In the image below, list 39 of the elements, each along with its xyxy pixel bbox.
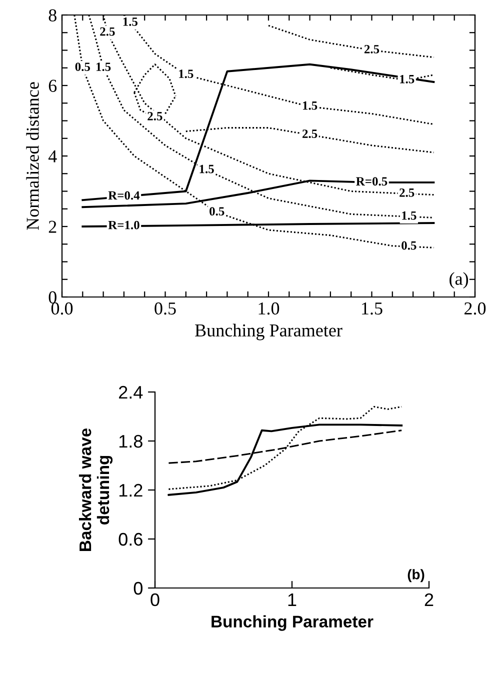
annotation: (a) (450, 272, 468, 289)
x-tick-label: 2 (424, 593, 434, 606)
annotation: 1.5 (400, 74, 414, 84)
x-tick-label: 1 (288, 594, 296, 606)
annotation: 0.5 (75, 62, 90, 72)
x-tick-label: 1.5 (362, 302, 382, 315)
y-axis-title: Backward wave detuning (78, 428, 113, 551)
annotation: 2.5 (302, 130, 318, 138)
x-tick-label: 0 (150, 593, 160, 606)
y-tick-label: 0.6 (118, 532, 142, 546)
annotation: 2.5 (100, 27, 115, 36)
annotation: 1.5 (96, 62, 111, 72)
annotation: 1.5 (123, 18, 138, 26)
y-tick-label: 1.8 (119, 434, 142, 448)
x-axis-title: Bunching Parameter (195, 324, 342, 340)
annotation: 2.5 (400, 188, 414, 197)
annotation: (b) (408, 569, 424, 582)
annotation: 1.5 (302, 101, 318, 110)
x-axis-title: Bunching Parameter (212, 615, 374, 631)
annotation: 1.5 (402, 211, 416, 220)
annotation: 2.5 (148, 112, 162, 120)
y-tick-label: 1.2 (119, 484, 142, 497)
y-axis-title: Normalized distance (26, 82, 39, 230)
y-tick-label: 0 (48, 291, 56, 304)
x-tick-label: 2.0 (464, 302, 486, 315)
annotation: 1.5 (179, 70, 194, 78)
x-tick-label: 0.5 (154, 302, 176, 315)
y-tick-label: 6 (48, 80, 57, 92)
y-tick-label: 8 (48, 9, 56, 22)
y-tick-label: 0 (134, 582, 142, 595)
x-tick-label: 0.0 (51, 302, 73, 315)
y-tick-label: 2 (48, 220, 56, 233)
annotation: 0.5 (210, 207, 224, 216)
annotation: 2.5 (364, 44, 380, 54)
y-tick-label: 2.4 (119, 386, 143, 399)
y-tick-label: 4 (48, 150, 57, 162)
annotation: 0.5 (402, 241, 416, 250)
x-tick-label: 1.0 (258, 302, 280, 315)
annotation: 1.5 (200, 164, 214, 174)
